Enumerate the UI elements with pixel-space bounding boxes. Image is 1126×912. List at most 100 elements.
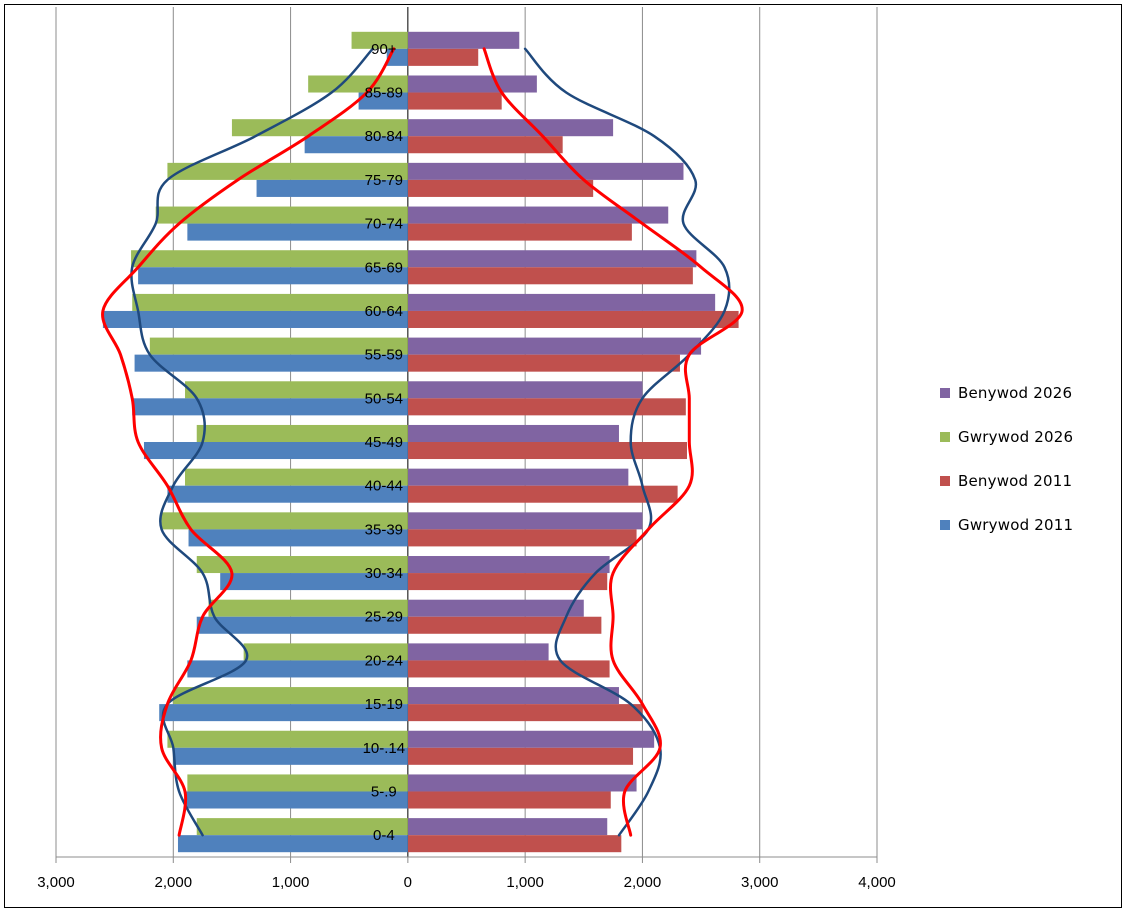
bar-gwrywod-2011 <box>185 791 408 809</box>
bar-gwrywod-2026 <box>161 512 408 530</box>
age-group-label: 15-19 <box>365 696 403 713</box>
x-tick-label: 2,000 <box>624 874 662 891</box>
legend-swatch <box>940 388 950 398</box>
bar-gwrywod-2011 <box>167 485 408 503</box>
age-group-label: 90+ <box>371 41 397 58</box>
bar-gwrywod-2026 <box>196 424 408 442</box>
bar-benywod-2026 <box>407 512 643 530</box>
bar-benywod-2011 <box>407 354 680 372</box>
bar-benywod-2011 <box>407 835 622 853</box>
age-group-label: 70-74 <box>365 216 403 233</box>
legend-label: Benywod 2011 <box>958 472 1073 490</box>
age-group-label: 85-89 <box>365 85 403 102</box>
age-group-label: 0-4 <box>373 827 395 844</box>
bar-gwrywod-2011 <box>177 835 408 853</box>
x-tick-label: 3,000 <box>741 874 779 891</box>
bar-gwrywod-2011 <box>256 179 408 197</box>
legend-swatch <box>940 520 950 530</box>
bar-gwrywod-2011 <box>132 398 408 416</box>
x-tick-label: 4,000 <box>858 874 896 891</box>
bar-gwrywod-2026 <box>132 293 408 311</box>
age-group-label: 65-69 <box>365 259 403 276</box>
bar-benywod-2011 <box>407 398 686 416</box>
bar-gwrywod-2011 <box>188 529 408 547</box>
legend-swatch <box>940 476 950 486</box>
trend-line <box>101 47 396 837</box>
age-group-label: 10-.14 <box>363 740 406 757</box>
x-tick-label: 0 <box>404 874 412 891</box>
bar-benywod-2011 <box>407 310 739 328</box>
legend-label: Gwrywod 2026 <box>958 428 1074 446</box>
bar-benywod-2026 <box>407 250 697 268</box>
legend-label: Benywod 2026 <box>958 384 1073 402</box>
bar-benywod-2026 <box>407 818 608 836</box>
bar-gwrywod-2026 <box>196 818 408 836</box>
bar-gwrywod-2011 <box>134 354 408 372</box>
bar-benywod-2026 <box>407 424 619 442</box>
bar-gwrywod-2011 <box>159 704 408 722</box>
bar-gwrywod-2011 <box>196 616 408 634</box>
bar-gwrywod-2011 <box>143 442 408 460</box>
age-group-label: 50-54 <box>365 390 403 407</box>
bar-benywod-2026 <box>407 687 619 705</box>
bar-gwrywod-2026 <box>173 687 408 705</box>
bar-gwrywod-2026 <box>185 381 408 399</box>
legend-label: Gwrywod 2011 <box>958 516 1074 534</box>
bar-gwrywod-2026 <box>131 250 408 268</box>
x-tick-label: 2,000 <box>155 874 193 891</box>
age-group-label: 20-24 <box>365 652 403 669</box>
bar-benywod-2011 <box>407 485 678 503</box>
bar-benywod-2011 <box>407 48 479 66</box>
bar-benywod-2026 <box>407 31 520 49</box>
bar-benywod-2011 <box>407 529 637 547</box>
legend-item: Benywod 2026 <box>940 382 1120 404</box>
bar-benywod-2011 <box>407 442 687 460</box>
legend-item: Gwrywod 2026 <box>940 426 1120 448</box>
age-group-label: 60-64 <box>365 303 403 320</box>
bar-benywod-2026 <box>407 468 629 486</box>
bar-benywod-2026 <box>407 119 614 137</box>
bar-benywod-2026 <box>407 556 610 574</box>
bar-gwrywod-2026 <box>149 337 408 355</box>
age-group-label: 75-79 <box>365 172 403 189</box>
legend-swatch <box>940 432 950 442</box>
bar-benywod-2011 <box>407 704 643 722</box>
bar-gwrywod-2011 <box>173 747 408 765</box>
age-group-label: 25-29 <box>365 609 403 626</box>
bar-benywod-2026 <box>407 162 684 180</box>
bar-benywod-2011 <box>407 267 693 285</box>
bar-gwrywod-2026 <box>208 599 408 617</box>
bar-gwrywod-2011 <box>138 267 408 285</box>
bar-gwrywod-2026 <box>196 556 408 574</box>
age-group-label: 45-49 <box>365 434 403 451</box>
trend-line <box>482 47 744 837</box>
x-axis: 3,000 2,000 1,000 0 1,000 2,000 3,000 4,000 <box>37 856 896 891</box>
legend-item: Benywod 2011 <box>940 470 1120 492</box>
bar-gwrywod-2011 <box>220 573 408 591</box>
bar-benywod-2026 <box>407 643 549 661</box>
bar-gwrywod-2026 <box>308 75 408 93</box>
bar-benywod-2011 <box>407 92 502 110</box>
bar-benywod-2026 <box>407 337 702 355</box>
x-tick-label: 1,000 <box>506 874 544 891</box>
bar-benywod-2026 <box>407 599 584 617</box>
bar-benywod-2011 <box>407 616 602 634</box>
bar-benywod-2026 <box>407 293 716 311</box>
bar-benywod-2026 <box>407 206 669 224</box>
bar-benywod-2011 <box>407 791 611 809</box>
bar-gwrywod-2026 <box>187 774 408 792</box>
age-group-label: 35-39 <box>365 521 403 538</box>
bar-benywod-2011 <box>407 747 634 765</box>
age-group-label: 5-.9 <box>371 783 397 800</box>
bar-gwrywod-2026 <box>243 643 408 661</box>
legend: Benywod 2026 Gwrywod 2026 Benywod 2011 Gwry… <box>940 382 1120 558</box>
bar-gwrywod-2011 <box>304 136 408 154</box>
bar-gwrywod-2026 <box>185 468 408 486</box>
bar-benywod-2026 <box>407 381 643 399</box>
x-tick-label: 1,000 <box>272 874 310 891</box>
x-tick-label: 3,000 <box>37 874 75 891</box>
bar-benywod-2011 <box>407 660 610 678</box>
bar-benywod-2011 <box>407 573 608 591</box>
bar-gwrywod-2026 <box>167 730 408 748</box>
